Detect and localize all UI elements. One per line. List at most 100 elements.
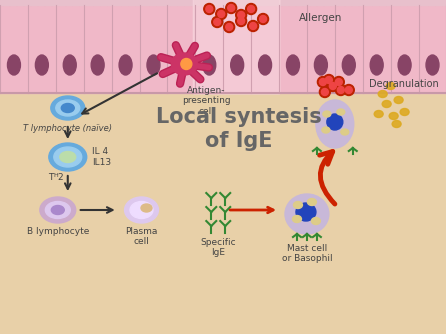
Circle shape <box>204 3 215 14</box>
Ellipse shape <box>119 55 132 75</box>
Ellipse shape <box>293 201 302 208</box>
Text: Antigen-
presenting
cell: Antigen- presenting cell <box>182 86 231 116</box>
Circle shape <box>216 8 227 19</box>
Ellipse shape <box>8 55 21 75</box>
Ellipse shape <box>203 55 216 75</box>
Bar <box>0 0 447 5</box>
Ellipse shape <box>341 129 349 135</box>
Circle shape <box>218 10 225 17</box>
Text: 2: 2 <box>58 173 64 182</box>
Circle shape <box>321 89 328 96</box>
Ellipse shape <box>287 55 299 75</box>
Circle shape <box>228 4 235 11</box>
Circle shape <box>236 9 247 20</box>
Circle shape <box>248 20 258 31</box>
Ellipse shape <box>35 55 48 75</box>
Circle shape <box>325 76 332 84</box>
Ellipse shape <box>40 197 76 223</box>
Ellipse shape <box>51 96 85 120</box>
Circle shape <box>337 87 345 94</box>
Circle shape <box>248 5 254 12</box>
Ellipse shape <box>175 55 188 75</box>
Circle shape <box>258 13 268 24</box>
Text: Plasma
cell: Plasma cell <box>125 227 158 246</box>
Ellipse shape <box>426 55 439 75</box>
Circle shape <box>226 23 233 30</box>
Ellipse shape <box>342 55 355 75</box>
Circle shape <box>236 15 247 26</box>
Ellipse shape <box>125 197 159 223</box>
Ellipse shape <box>61 104 74 113</box>
Circle shape <box>212 16 223 27</box>
Ellipse shape <box>293 215 302 222</box>
Text: IL 4: IL 4 <box>92 147 108 156</box>
Circle shape <box>333 76 345 88</box>
Circle shape <box>214 18 221 25</box>
Circle shape <box>226 2 237 13</box>
Circle shape <box>319 87 330 98</box>
Ellipse shape <box>389 113 398 120</box>
FancyArrowPatch shape <box>319 152 335 204</box>
Text: Specific
IgE: Specific IgE <box>200 238 236 258</box>
Text: T: T <box>48 173 53 182</box>
Ellipse shape <box>394 97 403 104</box>
Ellipse shape <box>400 109 409 116</box>
Circle shape <box>181 58 192 69</box>
Ellipse shape <box>172 53 197 75</box>
Text: Mast cell
or Basophil: Mast cell or Basophil <box>282 244 332 264</box>
Text: B lymphocyte: B lymphocyte <box>26 227 89 236</box>
Circle shape <box>336 85 346 96</box>
Text: T lymphocyte (naïve): T lymphocyte (naïve) <box>23 124 112 133</box>
Ellipse shape <box>337 109 345 115</box>
Ellipse shape <box>311 217 320 224</box>
Circle shape <box>327 80 338 92</box>
Ellipse shape <box>63 55 76 75</box>
Text: H: H <box>54 173 59 178</box>
Ellipse shape <box>91 55 104 75</box>
Ellipse shape <box>56 100 80 116</box>
Ellipse shape <box>296 203 316 221</box>
Circle shape <box>317 76 328 88</box>
Ellipse shape <box>386 82 395 90</box>
Circle shape <box>250 22 257 29</box>
Ellipse shape <box>147 55 160 75</box>
Ellipse shape <box>378 91 387 98</box>
Ellipse shape <box>52 205 64 214</box>
Ellipse shape <box>316 100 354 148</box>
Ellipse shape <box>45 201 70 218</box>
Ellipse shape <box>382 101 391 108</box>
Ellipse shape <box>307 198 316 205</box>
Ellipse shape <box>54 147 82 167</box>
Ellipse shape <box>327 114 343 130</box>
Ellipse shape <box>49 143 87 171</box>
Ellipse shape <box>231 55 244 75</box>
Circle shape <box>224 21 235 32</box>
Ellipse shape <box>323 111 331 117</box>
Circle shape <box>329 82 336 90</box>
Ellipse shape <box>398 55 411 75</box>
Circle shape <box>206 5 213 12</box>
Circle shape <box>345 87 352 94</box>
Ellipse shape <box>314 55 327 75</box>
Text: Degranulation: Degranulation <box>369 79 439 89</box>
Circle shape <box>319 78 326 86</box>
Ellipse shape <box>322 127 330 133</box>
Text: Allergen: Allergen <box>299 13 342 23</box>
Ellipse shape <box>130 201 153 218</box>
Ellipse shape <box>392 121 401 128</box>
Ellipse shape <box>258 55 271 75</box>
Ellipse shape <box>285 194 329 234</box>
Text: IL13: IL13 <box>92 158 111 167</box>
Circle shape <box>238 11 245 18</box>
Circle shape <box>343 85 354 96</box>
Circle shape <box>336 78 342 86</box>
Text: Local syntesis
of IgE: Local syntesis of IgE <box>156 108 322 151</box>
Ellipse shape <box>141 204 152 212</box>
Circle shape <box>238 17 245 24</box>
Circle shape <box>323 74 334 86</box>
Bar <box>0 0 447 93</box>
FancyBboxPatch shape <box>194 0 280 94</box>
Ellipse shape <box>370 55 383 75</box>
Circle shape <box>259 15 267 22</box>
Ellipse shape <box>374 111 383 118</box>
